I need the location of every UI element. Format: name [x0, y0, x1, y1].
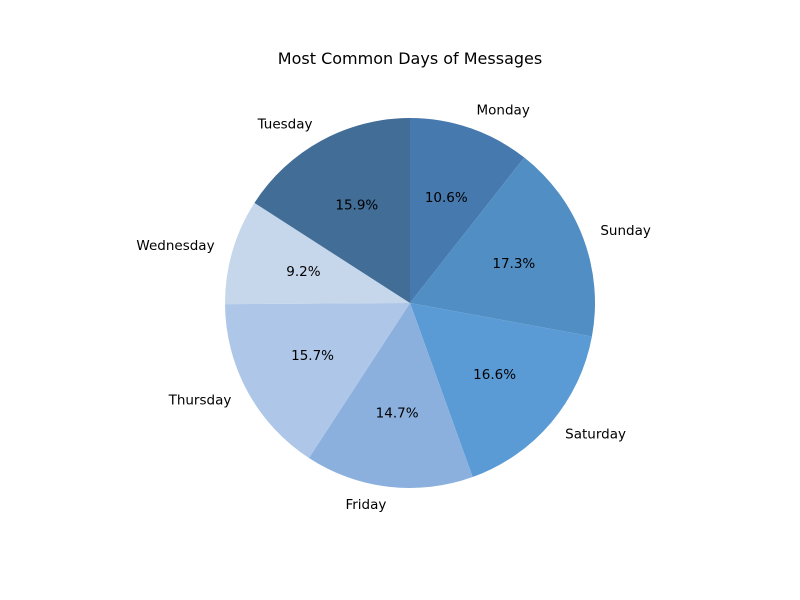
slice-label-friday: Friday: [345, 497, 386, 513]
pie-slices: [224, 118, 596, 488]
pie-slice-monday: [410, 118, 525, 303]
pct-label-sunday: 17.3%: [492, 256, 535, 272]
slice-label-tuesday: Tuesday: [257, 116, 313, 132]
pct-label-friday: 14.7%: [376, 405, 419, 421]
pie-slice-wednesday: [224, 202, 410, 305]
pie-slice-sunday: [410, 157, 596, 337]
pct-label-thursday: 15.7%: [291, 348, 334, 364]
slice-label-monday: Monday: [477, 103, 530, 119]
slice-label-thursday: Thursday: [168, 392, 232, 408]
slice-labels: Monday 10.6% Sunday 17.3% Saturday 16.6% Frida…: [136, 103, 650, 513]
pie-slice-tuesday: [254, 118, 410, 303]
slice-label-sunday: Sunday: [600, 223, 651, 239]
slice-label-saturday: Saturday: [565, 427, 626, 443]
slice-label-wednesday: Wednesday: [136, 238, 214, 254]
chart-title: Most Common Days of Messages: [278, 49, 542, 68]
pie-slice-friday: [308, 303, 473, 488]
pct-label-wednesday: 9.2%: [286, 264, 320, 280]
pct-label-saturday: 16.6%: [473, 367, 516, 383]
pie-slice-saturday: [410, 303, 592, 478]
pct-label-tuesday: 15.9%: [335, 198, 378, 214]
pie-slice-thursday: [225, 303, 410, 458]
pct-label-monday: 10.6%: [425, 190, 468, 206]
